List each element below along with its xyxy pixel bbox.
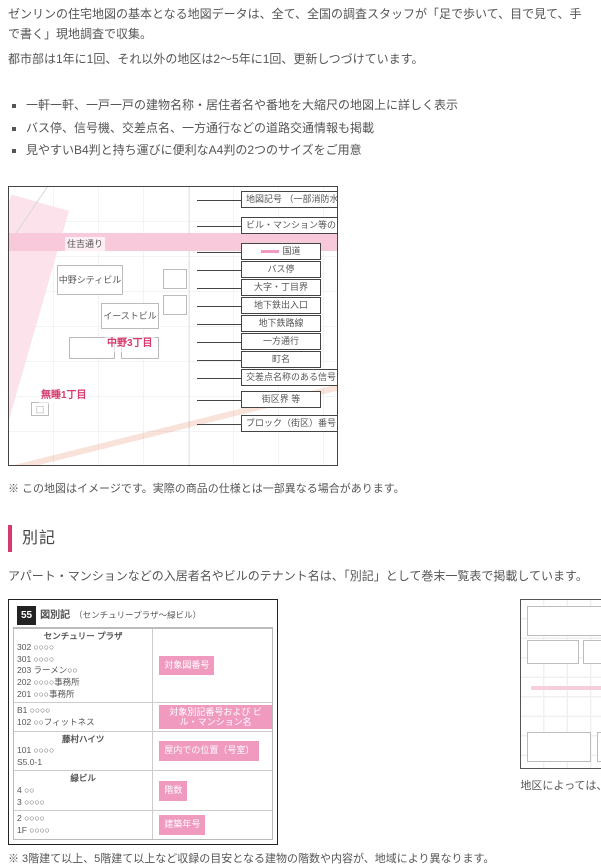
tenant-row: 202 ○○○○事務所 — [17, 677, 149, 688]
legend-item: 地図記号 （一部消防水利を表示） — [246, 194, 338, 204]
figure-map-wrap: 住吉通り 中野シティビル イーストビル ⬚ 中野3丁目 無睡1丁目 地図記号 （… — [0, 178, 601, 474]
col-left: 55 図別記 （センチュリープラザ～緑ビル） センチュリー プラザ 302 ○○… — [8, 599, 494, 868]
col-right: 地区によっては、地下鉄の駅構内、地下街も掲載しています。 — [520, 599, 601, 796]
tenant-row: 102 ○○フィットネス — [17, 717, 149, 728]
map-block: イーストビル — [101, 303, 159, 329]
tenant-row: S5.0-1 — [17, 757, 149, 768]
legend-item: ブロック（街区）番号 ＋地番表示＋ — [246, 418, 338, 428]
intro-block: ゼンリンの住宅地図の基本となる地図データは、全て、全国の調査スタッフが「足で歩い… — [0, 0, 601, 85]
map-ward-label: 中野3丁目 — [105, 335, 155, 352]
map-street-label: 住吉通り — [65, 237, 105, 252]
building-name: 緑ビル — [17, 773, 149, 784]
section-lead: アパート・マンションなどの入居者名やビルのテナント名は、「別記」として巻末一覧表… — [0, 566, 601, 598]
tenant-row: 3 ○○○○ — [17, 797, 149, 808]
intro-line-2: 都市部は1年に1回、それ以外の地区は2～5年に1回、更新しつづけています。 — [8, 49, 593, 69]
betsu-head-sub: （センチュリープラザ～緑ビル） — [74, 608, 201, 622]
legend-item: 交差点名称のある信号 — [246, 372, 336, 382]
legend-item: ビル・マンション等の 別記整理番号 — [246, 220, 338, 230]
betsu-head-num: 55 — [17, 606, 36, 625]
building-name: 藤村ハイツ — [17, 734, 149, 745]
legend-item: 大字・丁目界 — [254, 282, 308, 292]
tenant-row: 203 ラーメン○○ — [17, 665, 149, 676]
map-block: 中野シティビル — [57, 265, 123, 295]
building-name: センチュリー プラザ — [17, 631, 149, 642]
legend-item: 国道 — [282, 246, 300, 256]
tenant-row: 101 ○○○○ — [17, 745, 149, 756]
tenant-row: 302 ○○○○ — [17, 642, 149, 653]
map-note: ※ この地図はイメージです。実際の商品の仕様とは一部異なる場合があります。 — [8, 480, 593, 499]
feature-list: 一軒一軒、一戸一戸の建物名称・居住者名や番地を大縮尺の地図上に詳しく表示 バス停… — [8, 95, 593, 160]
pink-tag: 対象図番号 — [159, 656, 214, 675]
pink-tag: 階数 — [159, 781, 187, 800]
betsu-head-text: 図別記 — [40, 607, 70, 624]
pink-tag: 屋内での位置（号室） — [159, 741, 259, 760]
legend-item: 町名 — [272, 354, 290, 364]
feature-item: 一軒一軒、一戸一戸の建物名称・居住者名や番地を大縮尺の地図上に詳しく表示 — [26, 95, 593, 115]
area-note: 地区によっては、地下鉄の駅構内、地下街も掲載しています。 — [520, 777, 601, 796]
tenant-row: 1F ○○○○ — [17, 825, 149, 836]
tenant-row: 201 ○○○事務所 — [17, 689, 149, 700]
area-map — [520, 599, 601, 769]
pink-tag: 建築年号 — [159, 815, 205, 834]
feature-item: バス停、信号機、交差点名、一方通行などの道路交通情報も掲載 — [26, 118, 593, 138]
betsu-note: ※ 3階建て以上、5階建て以上など収録の目安となる建物の階数や内容が、地域により… — [8, 851, 494, 868]
pink-tag: 対象別記番号および ビル・マンション名 — [159, 705, 272, 730]
feature-item: 見やすいB4判と持ち運びに便利なA4判の2つのサイズをご用意 — [26, 140, 593, 160]
tenant-row: 2 ○○○○ — [17, 813, 149, 824]
betsuki-figure: 55 図別記 （センチュリープラザ～緑ビル） センチュリー プラザ 302 ○○… — [8, 599, 278, 845]
tenant-row: 301 ○○○○ — [17, 654, 149, 665]
map-ward-label: 無睡1丁目 — [39, 387, 89, 404]
legend-item: 一方通行 — [263, 336, 299, 346]
intro-line-1: ゼンリンの住宅地図の基本となる地図データは、全て、全国の調査スタッフが「足で歩い… — [8, 4, 593, 45]
tenant-row: B1 ○○○○ — [17, 705, 149, 716]
sample-map: 住吉通り 中野シティビル イーストビル ⬚ 中野3丁目 無睡1丁目 地図記号 （… — [8, 186, 338, 466]
tenant-row: 4 ○○ — [17, 785, 149, 796]
legend-item: 街区界 等 — [262, 394, 301, 404]
columns: 55 図別記 （センチュリープラザ～緑ビル） センチュリー プラザ 302 ○○… — [0, 599, 601, 868]
legend-item: 地下鉄出入口 — [254, 300, 308, 310]
legend-item: バス停 — [267, 264, 294, 274]
section-heading: 別記 — [8, 525, 593, 552]
legend-item: 地下鉄路線 — [258, 318, 303, 328]
